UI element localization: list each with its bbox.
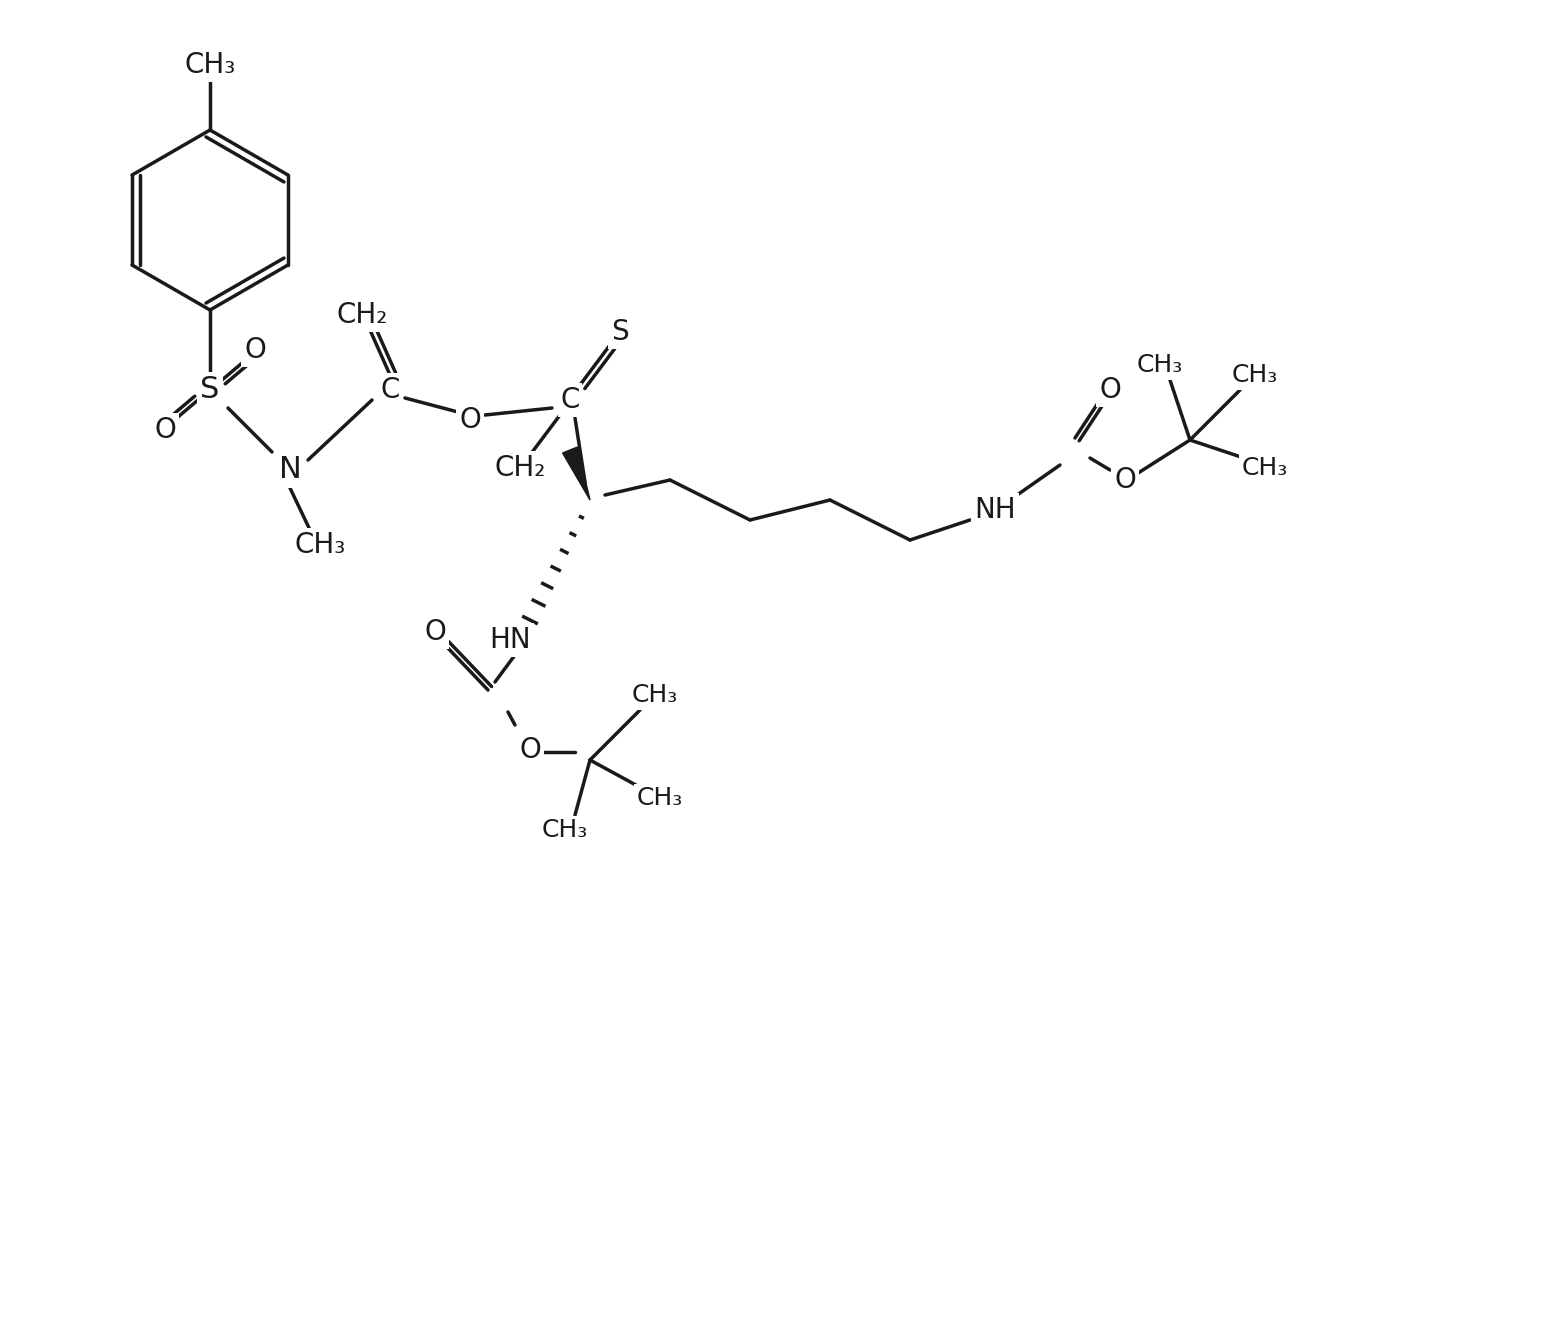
- Text: CH₃: CH₃: [637, 786, 683, 811]
- Text: S: S: [200, 376, 219, 405]
- Text: CH₃: CH₃: [294, 531, 346, 559]
- Text: O: O: [153, 416, 175, 444]
- Text: CH₃: CH₃: [185, 51, 235, 79]
- Text: O: O: [1099, 376, 1121, 405]
- Text: CH₂: CH₂: [495, 453, 545, 482]
- Text: CH₃: CH₃: [1242, 456, 1289, 480]
- Text: S: S: [611, 318, 630, 347]
- Text: N: N: [279, 456, 301, 485]
- Text: CH₃: CH₃: [542, 818, 589, 842]
- Text: O: O: [1113, 467, 1135, 494]
- Text: NH: NH: [974, 496, 1016, 525]
- Text: O: O: [244, 336, 266, 364]
- Text: CH₃: CH₃: [1137, 353, 1184, 377]
- Text: CH₂: CH₂: [337, 301, 388, 330]
- Text: C: C: [381, 376, 399, 405]
- Text: O: O: [424, 618, 446, 646]
- Text: HN: HN: [489, 626, 531, 654]
- Text: C: C: [561, 386, 579, 414]
- Polygon shape: [562, 447, 590, 500]
- Text: O: O: [459, 406, 481, 434]
- Text: CH₃: CH₃: [631, 683, 678, 706]
- Text: O: O: [518, 735, 540, 764]
- Text: CH₃: CH₃: [1232, 362, 1278, 387]
